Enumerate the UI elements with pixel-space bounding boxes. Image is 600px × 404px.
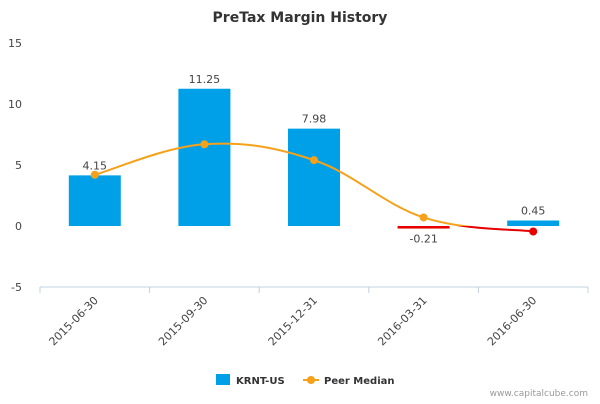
legend-marker-peer[interactable] [307, 376, 315, 384]
peer-median-point[interactable] [529, 227, 538, 236]
y-tick-label: -5 [11, 281, 22, 294]
peer-median-point[interactable] [200, 140, 209, 149]
x-tick-label: 2015-09-30 [156, 294, 210, 348]
y-tick-label: 0 [15, 220, 22, 233]
bar-data-label: 11.25 [189, 73, 221, 86]
x-tick-label: 2016-06-30 [485, 294, 539, 348]
peer-median-point[interactable] [419, 213, 428, 222]
x-tick-label: 2015-06-30 [47, 294, 101, 348]
x-axis: 2015-06-30 2015-09-30 2015-12-31 2016-03-31… [39, 286, 589, 348]
bar[interactable] [68, 175, 121, 226]
y-tick-label: 5 [15, 159, 22, 172]
bar[interactable] [397, 226, 450, 229]
y-tick-label: 10 [8, 98, 22, 111]
bar-series [68, 88, 560, 229]
y-tick-label: 15 [8, 37, 22, 50]
x-tick-label: 2016-03-31 [375, 294, 429, 348]
y-axis: 15 10 5 0 -5 [8, 37, 22, 294]
bar-data-label: 4.15 [83, 159, 108, 172]
legend-label-peer[interactable]: Peer Median [324, 376, 395, 387]
watermark: www.capitalcube.com [490, 389, 588, 399]
bar[interactable] [288, 128, 340, 226]
legend-swatch-krnt[interactable] [216, 374, 230, 385]
bar-data-labels: 4.15 11.25 7.98 -0.21 0.45 [83, 73, 546, 246]
peer-median-point[interactable] [310, 156, 318, 165]
peer-median-point[interactable] [90, 170, 99, 179]
bar-data-label: -0.21 [409, 233, 437, 246]
bar[interactable] [178, 88, 231, 226]
chart-title: PreTax Margin History [213, 10, 388, 26]
line-series [90, 140, 538, 236]
x-tick-label: 2015-12-31 [266, 294, 320, 348]
bar-data-label: 0.45 [521, 205, 546, 218]
legend: KRNT-US Peer Median [216, 374, 395, 387]
bar[interactable] [507, 220, 560, 226]
bar-data-label: 7.98 [302, 113, 327, 126]
legend-label-krnt[interactable]: KRNT-US [236, 376, 285, 387]
